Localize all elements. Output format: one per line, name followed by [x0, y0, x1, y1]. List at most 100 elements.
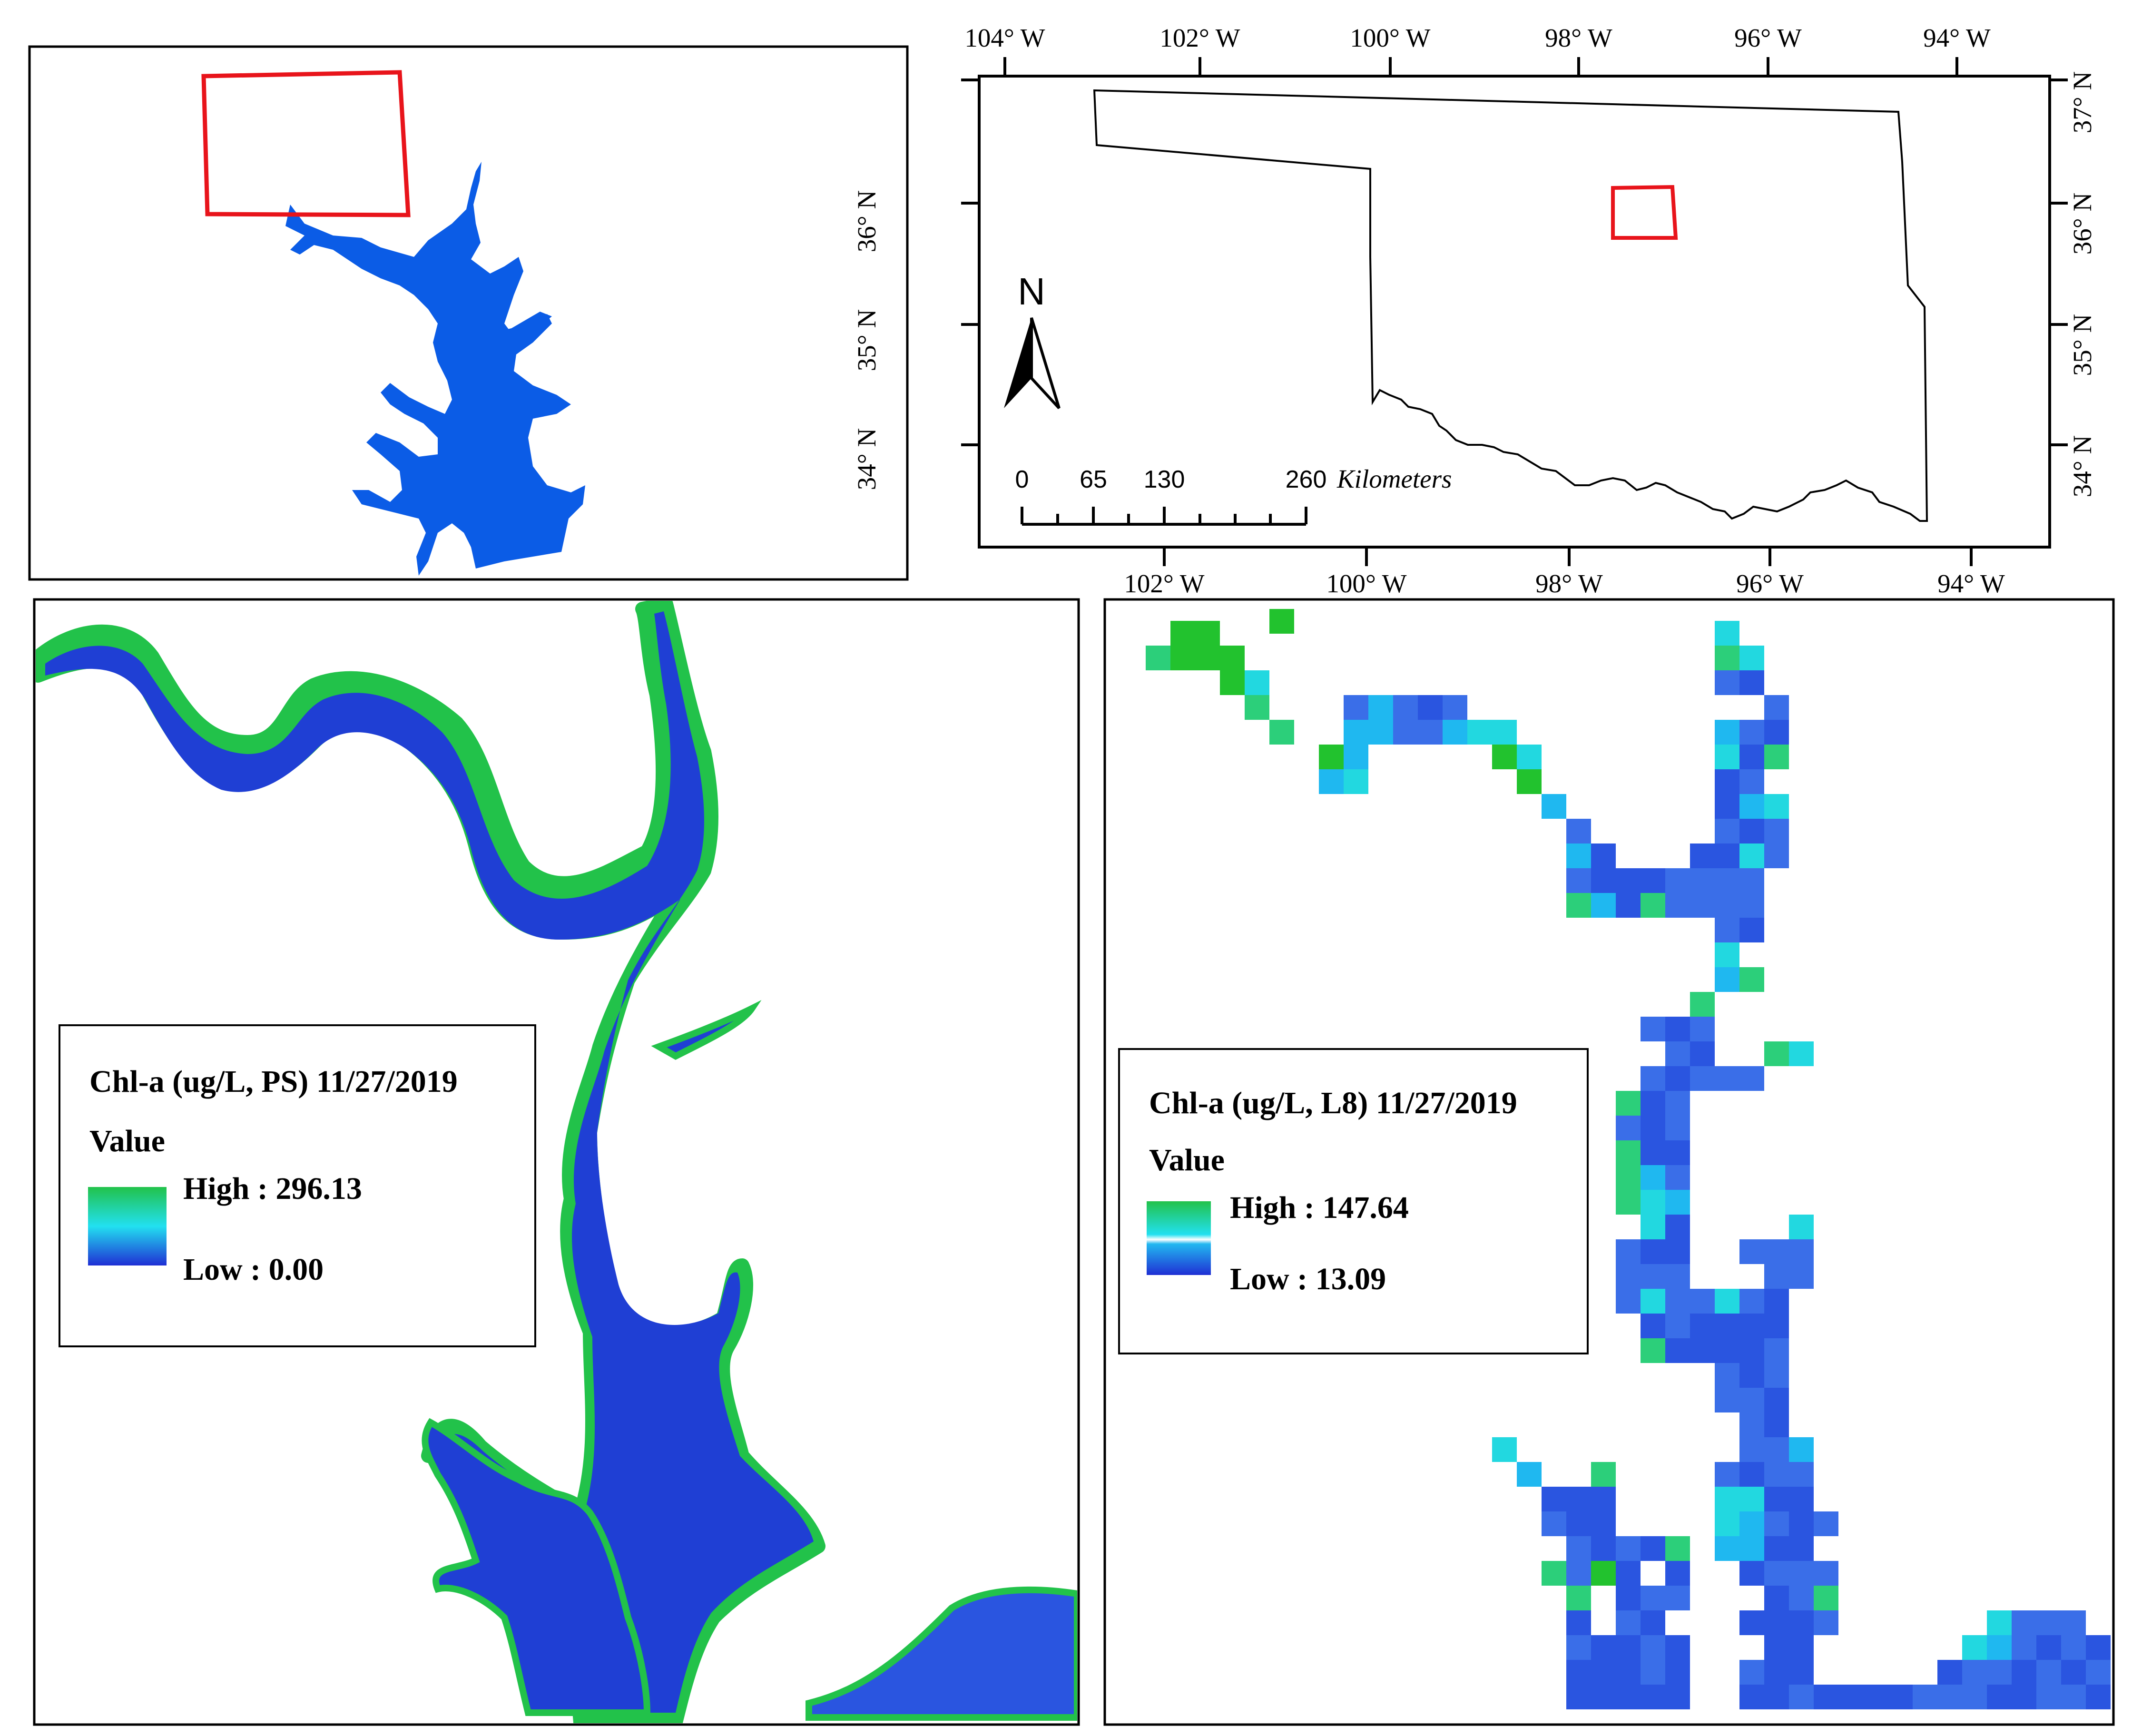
ps-chla-panel: Chl-a (ug/L, PS) 11/27/2019 Value High :…	[33, 598, 1080, 1726]
north-arrow-icon: N	[1004, 270, 1061, 410]
l8-pixel	[1616, 1190, 1641, 1215]
l8-pixel	[1764, 1635, 1789, 1660]
l8-pixel	[1715, 720, 1739, 745]
l8-pixel	[1690, 1314, 1715, 1338]
l8-pixel	[1368, 695, 1393, 720]
inset-map-panel: 36° N 35° N 34° N	[28, 45, 909, 581]
l8-pixel	[1616, 1660, 1641, 1685]
l8-pixel	[1517, 745, 1542, 769]
l8-pixel	[1764, 1487, 1789, 1511]
l8-pixel	[1715, 1536, 1739, 1561]
l8-pixel	[1665, 868, 1690, 893]
l8-pixel	[1641, 1091, 1665, 1116]
ps-lake-southwest-arm	[422, 1418, 651, 1716]
lake-overview-arm	[490, 312, 552, 347]
l8-pixel	[1591, 1561, 1616, 1586]
lon-label-top-102: 102° W	[1159, 23, 1240, 52]
lon-label-bottom-100: 100° W	[1326, 569, 1406, 598]
l8-pixel	[1641, 1264, 1665, 1289]
l8-pixel	[1739, 1338, 1764, 1363]
l8-pixel	[1764, 695, 1789, 720]
l8-pixel	[1789, 1215, 1814, 1239]
l8-pixel	[1739, 1685, 1764, 1709]
study-area-box	[201, 70, 411, 217]
l8-pixel	[1665, 1066, 1690, 1091]
l8-pixel	[1393, 720, 1418, 745]
l8-pixel	[1170, 621, 1195, 646]
l8-pixel	[1690, 992, 1715, 1017]
l8-pixel	[1665, 1091, 1690, 1116]
scale-tick-130: 130	[1144, 466, 1185, 493]
l8-pixel	[1195, 621, 1220, 646]
l8-pixel	[1715, 942, 1739, 967]
l8-pixel	[2036, 1635, 2061, 1660]
ps-legend-box	[59, 1024, 536, 1347]
lon-label-top-104: 104° W	[964, 23, 1045, 52]
l8-pixel	[1344, 745, 1368, 769]
l8-pixel	[1566, 1511, 1591, 1536]
l8-pixel	[1566, 819, 1591, 843]
l8-pixel	[1616, 1685, 1641, 1709]
l8-pixel	[1641, 1338, 1665, 1363]
l8-pixel-grid	[1146, 609, 2111, 1709]
l8-pixel	[1170, 646, 1195, 670]
l8-pixel	[1591, 1660, 1616, 1685]
l8-pixel	[1715, 1487, 1739, 1511]
l8-pixel	[2036, 1660, 2061, 1685]
l8-pixel	[1789, 1487, 1814, 1511]
l8-pixel	[1492, 1437, 1517, 1462]
l8-pixel	[1764, 1462, 1789, 1487]
l8-pixel	[1591, 1536, 1616, 1561]
l8-pixel	[1987, 1635, 2012, 1660]
l8-pixel	[1690, 893, 1715, 918]
l8-pixel	[1715, 819, 1739, 843]
l8-pixel	[1764, 1536, 1789, 1561]
l8-pixel	[1715, 621, 1739, 646]
locator-map-panel: 104° W 102° W 100° W 98° W 96° W 94° W N…	[961, 23, 2097, 598]
l8-pixel	[1319, 769, 1344, 794]
ps-legend: Chl-a (ug/L, PS) 11/27/2019 Value High :…	[59, 1024, 536, 1347]
l8-pixel	[1690, 868, 1715, 893]
ps-water-layer	[36, 601, 1077, 1723]
l8-pixel	[1665, 1289, 1690, 1314]
lon-label-top-94: 94° W	[1923, 23, 1991, 52]
l8-pixel	[1690, 843, 1715, 868]
l8-pixel	[1616, 1140, 1641, 1165]
l8-pixel	[1641, 1017, 1665, 1041]
l8-pixel	[1665, 1239, 1690, 1264]
l8-pixel	[1665, 1685, 1690, 1709]
l8-pixel	[1764, 819, 1789, 843]
l8-pixel	[1616, 1610, 1641, 1635]
l8-pixel	[1665, 1140, 1690, 1165]
l8-pixel	[1616, 1561, 1641, 1586]
l8-pixel	[2086, 1685, 2111, 1709]
l8-pixel	[1739, 1289, 1764, 1314]
l8-legend: Chl-a (ug/L, L8) 11/27/2019 Value High :…	[1118, 1048, 1589, 1354]
l8-pixel	[1665, 1561, 1690, 1586]
l8-legend-value-header: Value	[1149, 1143, 1225, 1177]
l8-pixel	[1344, 769, 1368, 794]
scale-unit: Kilometers	[1336, 464, 1452, 493]
l8-pixel	[1566, 843, 1591, 868]
l8-pixel	[1764, 1289, 1789, 1314]
l8-pixel	[1641, 1536, 1665, 1561]
l8-pixel	[1665, 1215, 1690, 1239]
l8-pixel	[1764, 1041, 1789, 1066]
l8-pixel	[1715, 1289, 1739, 1314]
l8-legend-title: Chl-a (ug/L, L8) 11/27/2019	[1149, 1086, 1517, 1120]
l8-pixel	[1937, 1685, 1962, 1709]
l8-pixel	[1591, 1487, 1616, 1511]
l8-pixel	[1764, 794, 1789, 819]
l8-pixel	[1739, 918, 1764, 942]
scale-bar: 0 65 130 260 Kilometers	[1015, 464, 1452, 526]
l8-pixel	[1690, 1289, 1715, 1314]
l8-pixel	[1715, 1066, 1739, 1091]
l8-pixel	[1715, 794, 1739, 819]
l8-pixel	[1641, 1289, 1665, 1314]
l8-pixel	[1764, 720, 1789, 745]
l8-pixel	[1739, 1610, 1764, 1635]
l8-pixel	[1591, 1462, 1616, 1487]
l8-pixel	[1591, 868, 1616, 893]
l8-pixel	[1542, 1561, 1566, 1586]
l8-pixel	[1789, 1462, 1814, 1487]
